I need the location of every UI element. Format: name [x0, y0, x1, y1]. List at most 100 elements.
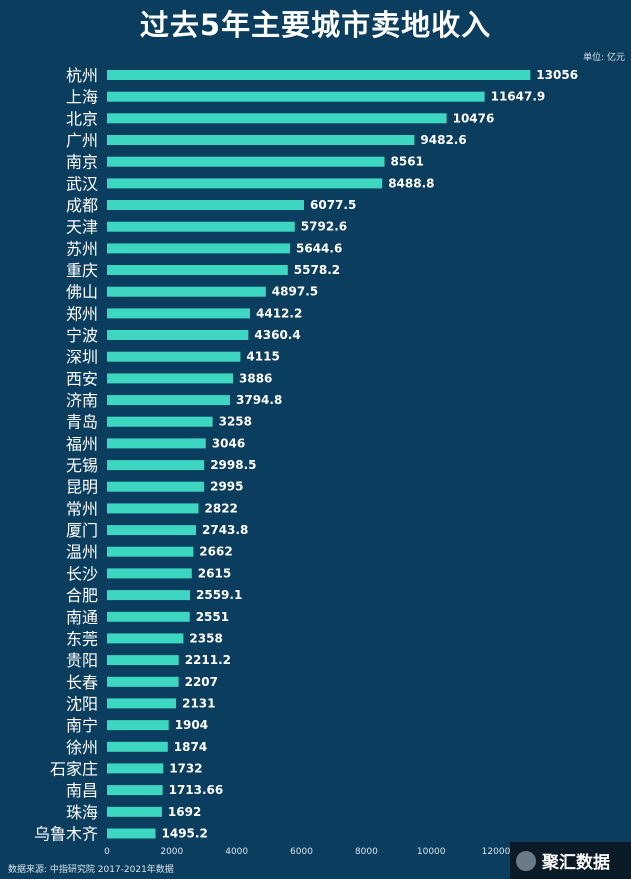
value-label: 1495.2: [162, 827, 208, 841]
value-label: 13056: [536, 68, 578, 82]
bar: [107, 720, 169, 731]
watermark-text: 聚汇数据: [542, 853, 610, 873]
category-label: 重庆: [66, 261, 98, 280]
value-label: 2995: [210, 480, 243, 494]
bar: [107, 568, 192, 579]
category-label: 苏州: [66, 239, 98, 258]
category-label: 东莞: [66, 629, 98, 648]
x-tick-label: 8000: [355, 847, 378, 857]
bar: [107, 438, 206, 449]
bar: [107, 113, 447, 124]
value-label: 2211.2: [185, 653, 231, 667]
category-label: 合肥: [66, 586, 98, 605]
value-label: 3258: [219, 415, 252, 429]
bar: [107, 156, 385, 167]
value-label: 2998.5: [210, 458, 256, 472]
category-label: 温州: [66, 543, 98, 562]
category-label: 天津: [66, 218, 98, 237]
x-tick-label: 12000: [482, 847, 511, 857]
bar: [107, 286, 266, 297]
bar: [107, 308, 250, 319]
category-label: 南昌: [66, 781, 98, 800]
bar: [107, 676, 179, 687]
category-label: 厦门: [66, 521, 98, 540]
value-label: 4115: [246, 350, 279, 364]
bar: [107, 806, 162, 817]
value-label: 4897.5: [272, 285, 318, 299]
value-label: 2662: [199, 545, 232, 559]
category-label: 杭州: [66, 66, 98, 85]
category-label: 上海: [66, 88, 98, 107]
bar: [107, 265, 288, 275]
category-label: 沈阳: [66, 694, 98, 713]
category-label: 福州: [66, 434, 98, 453]
category-label: 武汉: [66, 174, 98, 193]
value-label: 2743.8: [202, 523, 248, 537]
value-label: 8488.8: [388, 176, 434, 190]
category-label: 郑州: [66, 304, 98, 323]
bar: [107, 763, 164, 774]
value-label: 1713.66: [169, 783, 224, 797]
value-label: 5578.2: [294, 263, 340, 277]
value-label: 2615: [198, 566, 231, 580]
bar: [107, 546, 194, 557]
value-label: 10476: [453, 111, 495, 125]
value-label: 5792.6: [301, 220, 347, 234]
category-label: 昆明: [66, 478, 98, 497]
value-label: 2131: [182, 696, 215, 710]
category-label: 西安: [66, 369, 98, 388]
value-label: 9482.6: [420, 133, 466, 147]
data-source: 数据来源: 中指研究院 2017-2021年数据: [8, 865, 174, 875]
category-label: 南宁: [66, 716, 98, 735]
value-label: 2559.1: [196, 588, 242, 602]
value-label: 1732: [169, 761, 202, 775]
logo-icon: [516, 850, 536, 871]
category-label: 佛山: [66, 283, 98, 302]
bar: [107, 70, 531, 80]
bar: [107, 221, 295, 232]
category-label: 成都: [66, 196, 98, 215]
value-label: 2358: [189, 631, 222, 645]
value-label: 11647.9: [491, 90, 546, 104]
bar: [107, 828, 156, 839]
value-label: 2551: [196, 610, 229, 624]
category-label: 长春: [66, 673, 98, 692]
category-label: 广州: [66, 131, 98, 150]
bar: [107, 200, 304, 210]
value-label: 3794.8: [236, 393, 282, 407]
page-title: 过去5年主要城市卖地收入: [139, 8, 492, 42]
unit-label: 单位: 亿元: [583, 53, 625, 63]
bar: [107, 590, 190, 601]
value-label: 4412.2: [256, 306, 302, 320]
bar: [107, 416, 213, 427]
value-label: 6077.5: [310, 198, 356, 212]
category-label: 常州: [66, 499, 98, 518]
value-label: 1692: [168, 805, 201, 819]
bar: [107, 373, 233, 384]
value-label: 8561: [391, 155, 424, 169]
category-label: 无锡: [66, 456, 98, 475]
bar: [107, 503, 199, 514]
category-label: 青岛: [66, 413, 98, 432]
value-label: 3886: [239, 371, 272, 385]
bar: [107, 698, 177, 709]
value-label: 4360.4: [254, 328, 300, 342]
bar: [107, 91, 485, 102]
value-label: 3046: [212, 436, 245, 450]
bar: [107, 633, 184, 644]
watermark: 聚汇数据: [510, 842, 631, 879]
value-label: 5644.6: [296, 241, 342, 255]
category-label: 南京: [66, 153, 98, 172]
category-label: 宁波: [66, 326, 98, 345]
bar: [107, 481, 205, 492]
category-label: 石家庄: [50, 759, 98, 778]
bar: [107, 395, 230, 406]
category-label: 南通: [66, 608, 98, 627]
bar: [107, 330, 249, 340]
bar: [107, 655, 179, 666]
bar: [107, 525, 196, 536]
x-tick-label: 10000: [417, 847, 446, 857]
value-label: 1874: [174, 740, 207, 754]
category-label: 深圳: [66, 348, 98, 367]
category-label: 贵阳: [66, 651, 98, 670]
